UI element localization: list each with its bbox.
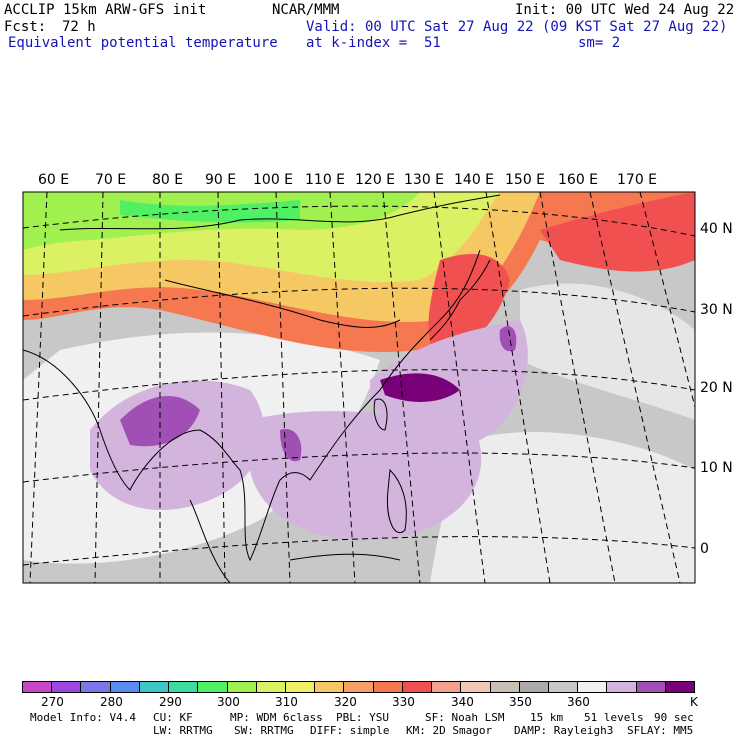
colorbar-swatch-15 — [461, 682, 491, 692]
colorbar-swatch-9 — [285, 682, 316, 692]
footer-timestep: 90 sec — [654, 711, 694, 724]
colorbar-label-290: 290 — [159, 695, 182, 709]
forecast-hour: 72 h — [62, 19, 96, 35]
colorbar-swatch-3 — [110, 682, 140, 692]
colorbar-label-320: 320 — [334, 695, 357, 709]
lon-label-140e: 140 E — [454, 172, 495, 188]
colorbar-swatch-19 — [578, 682, 608, 692]
colorbar-label-330: 330 — [392, 695, 415, 709]
footer-cu: CU: KF — [153, 711, 193, 724]
footer-damp: DAMP: Rayleigh3 — [514, 724, 614, 737]
lat-label-40n: 40 N — [700, 221, 733, 237]
colorbar-label-300: 300 — [217, 695, 240, 709]
colorbar-swatch-13 — [402, 682, 433, 692]
lon-label-70e: 70 E — [95, 172, 127, 188]
lon-label-80e: 80 E — [152, 172, 184, 188]
footer-km: KM: 2D Smagor — [406, 724, 493, 737]
theta-e-field — [23, 192, 695, 583]
colorbar-swatch-0 — [23, 682, 53, 692]
colorbar — [22, 681, 695, 693]
lon-label-110e: 110 E — [305, 172, 346, 188]
footer-sw: SW: RRTMG — [234, 724, 294, 737]
colorbar-swatch-10 — [315, 682, 345, 692]
lat-label-20n: 20 N — [700, 380, 733, 396]
colorbar-swatch-20 — [607, 682, 637, 692]
lon-label-100e: 100 E — [253, 172, 294, 188]
lon-label-60e: 60 E — [38, 172, 70, 188]
colorbar-label-340: 340 — [451, 695, 474, 709]
colorbar-swatch-21 — [636, 682, 666, 692]
lat-label-30n: 30 N — [700, 302, 733, 318]
lon-label-170e: 170 E — [617, 172, 658, 188]
footer-diff: DIFF: simple — [310, 724, 390, 737]
map-frame — [22, 191, 696, 584]
colorbar-label-350: 350 — [509, 695, 532, 709]
colorbar-unit: K — [690, 695, 698, 709]
colorbar-swatch-11 — [344, 682, 374, 692]
colorbar-swatch-22 — [665, 682, 695, 692]
lon-label-150e: 150 E — [505, 172, 546, 188]
lat-label-10n: 10 N — [700, 460, 733, 476]
lon-label-120e: 120 E — [355, 172, 396, 188]
footer-mp: MP: WDM 6class — [230, 711, 323, 724]
footer-lw: LW: RRTMG — [153, 724, 213, 737]
graticule — [23, 192, 695, 583]
footer-sf: SF: Noah LSM — [425, 711, 505, 724]
colorbar-swatch-6 — [198, 682, 228, 692]
colorbar-swatch-4 — [139, 682, 170, 692]
colorbar-label-310: 310 — [275, 695, 298, 709]
colorbar-swatch-17 — [519, 682, 549, 692]
colorbar-swatch-16 — [490, 682, 520, 692]
colorbar-swatch-7 — [227, 682, 257, 692]
colorbar-swatch-14 — [432, 682, 462, 692]
colorbar-label-270: 270 — [41, 695, 64, 709]
footer-resolution: 15 km — [530, 711, 564, 724]
colorbar-label-280: 280 — [100, 695, 123, 709]
smoothing: sm= 2 — [578, 35, 621, 51]
model-title: ACCLIP 15km ARW-GFS init — [4, 2, 207, 18]
level-index: at k-index = 51 — [306, 35, 441, 51]
footer-levels: 51 levels — [584, 711, 644, 724]
init-time: Init: 00 UTC Wed 24 Aug 22 — [515, 2, 735, 18]
footer-model-info: Model Info: V4.4 — [30, 711, 136, 724]
lon-label-90e: 90 E — [205, 172, 237, 188]
forecast-label: Fcst: — [4, 19, 47, 35]
colorbar-swatch-8 — [256, 682, 286, 692]
field-name: Equivalent potential temperature — [8, 35, 278, 51]
colorbar-swatch-18 — [548, 682, 579, 692]
footer-sflay: SFLAY: MM5 — [627, 724, 694, 737]
organization: NCAR/MMM — [272, 2, 340, 18]
colorbar-swatch-5 — [169, 682, 199, 692]
lat-label-0: 0 — [700, 541, 709, 557]
valid-time: Valid: 00 UTC Sat 27 Aug 22 (09 KST Sat … — [306, 19, 728, 35]
colorbar-swatch-12 — [373, 682, 403, 692]
colorbar-label-360: 360 — [567, 695, 590, 709]
lon-label-130e: 130 E — [404, 172, 445, 188]
footer-pbl: PBL: YSU — [336, 711, 389, 724]
colorbar-swatch-2 — [81, 682, 111, 692]
lon-label-160e: 160 E — [558, 172, 599, 188]
colorbar-swatch-1 — [52, 682, 82, 692]
